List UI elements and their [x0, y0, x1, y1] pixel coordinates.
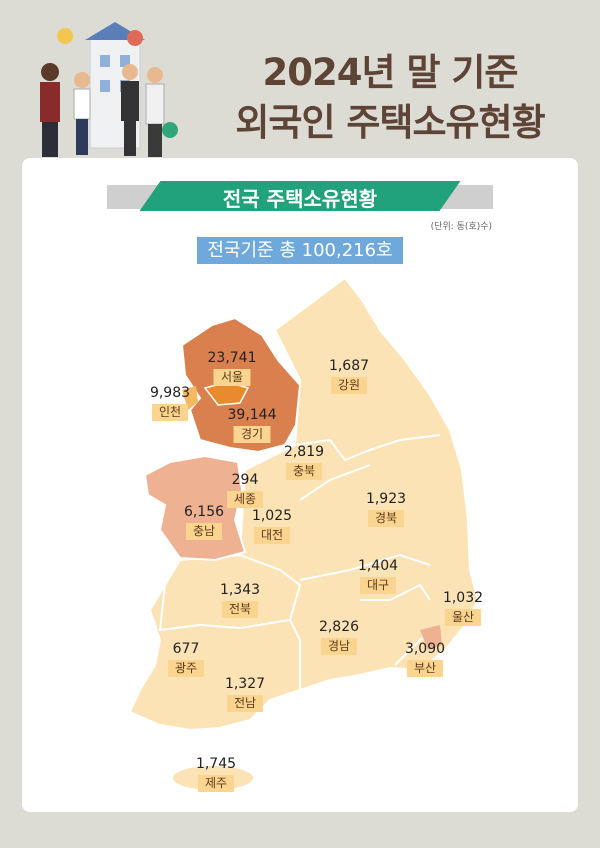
region-value: 677	[172, 641, 200, 657]
region-value: 23,741	[207, 350, 257, 366]
region-label: 3,090 부산	[405, 641, 445, 677]
region-name: 전북	[221, 601, 259, 618]
region-label: 1,687 강원	[329, 358, 369, 394]
region-name: 대전	[253, 527, 291, 544]
region-value: 1,923	[365, 491, 407, 507]
title-line-1: 2024년 말 기준	[262, 51, 519, 94]
region-label: 1,923 경북	[366, 491, 406, 527]
region-name: 충북	[285, 463, 323, 480]
region-value: 1,404	[357, 558, 399, 574]
region-name: 울산	[444, 609, 482, 626]
region-value: 1,687	[328, 358, 370, 374]
section-title: 전국 주택소유현황	[222, 187, 378, 211]
region-name: 경남	[320, 638, 358, 655]
region-value: 2,826	[318, 619, 360, 635]
region-label: 39,144 경기	[228, 407, 277, 443]
region-name: 세종	[226, 491, 264, 508]
region-value: 3,090	[404, 641, 446, 657]
region-value: 39,144	[227, 407, 277, 423]
region-value: 1,327	[224, 676, 266, 692]
region-value: 1,745	[195, 756, 237, 772]
region-name: 대구	[359, 577, 397, 594]
region-name: 충남	[185, 523, 223, 540]
region-label: 677 광주	[167, 641, 205, 677]
region-name: 경기	[233, 426, 271, 443]
region-label: 23,741 서울	[208, 350, 257, 386]
region-name: 제주	[197, 775, 235, 792]
region-value: 1,032	[442, 590, 484, 606]
region-name: 강원	[330, 377, 368, 394]
region-name: 경북	[367, 510, 405, 527]
region-label: 1,404 대구	[358, 558, 398, 594]
region-value: 9,983	[149, 385, 191, 401]
region-label: 1,327 전남	[225, 676, 265, 712]
region-label: 1,745 제주	[196, 756, 236, 792]
region-label: 1,343 전북	[220, 582, 260, 618]
region-name: 광주	[167, 660, 205, 677]
region-name: 서울	[213, 369, 251, 386]
region-label: 1,025 대전	[252, 508, 292, 544]
region-label: 294 세종	[226, 472, 264, 508]
title-line-2: 외국인 주택소유현황	[235, 101, 545, 144]
region-label: 1,032 울산	[443, 590, 483, 626]
region-name: 인천	[151, 404, 189, 421]
total-box: 전국기준 총 100,216호	[197, 237, 403, 264]
people-illustration	[40, 22, 178, 157]
region-label: 9,983 인천	[150, 385, 190, 421]
region-label: 2,826 경남	[319, 619, 359, 655]
border-lines	[289, 434, 441, 690]
region-value: 1,343	[219, 582, 261, 598]
region-value: 1,025	[251, 508, 293, 524]
region-value: 2,819	[283, 444, 325, 460]
region-name: 전남	[226, 695, 264, 712]
region-incheon	[182, 386, 198, 410]
region-name: 부산	[406, 660, 444, 677]
region-value: 6,156	[183, 504, 225, 520]
region-label: 2,819 충북	[284, 444, 324, 480]
region-label: 6,156 충남	[184, 504, 224, 540]
region-busan	[420, 625, 442, 650]
region-value: 294	[231, 472, 259, 488]
unit-note: (단위: 동(호)수)	[430, 222, 492, 232]
